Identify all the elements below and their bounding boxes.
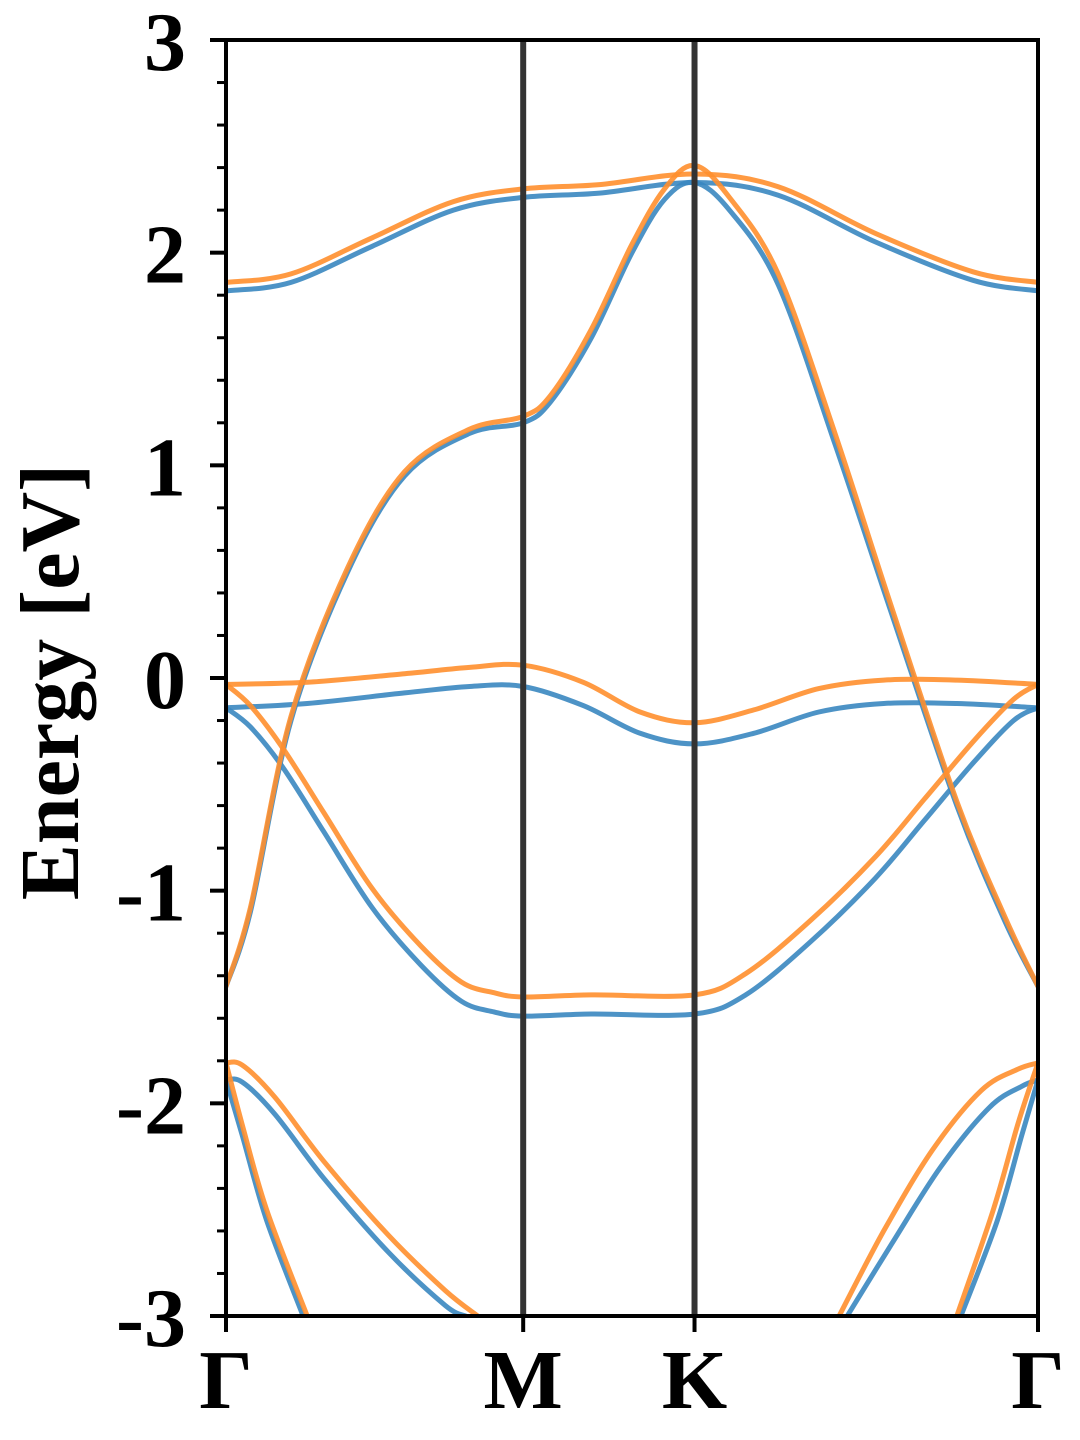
band-line-b <box>226 162 1038 989</box>
band-line-a <box>226 179 1038 989</box>
x-ticks <box>224 1316 1040 1332</box>
y-major-ticks <box>210 38 226 1318</box>
band-line-b <box>226 1059 481 1316</box>
band-line-b <box>954 1060 1038 1316</box>
y-tick-label: 1 <box>144 421 186 514</box>
x-tick-label: Γ <box>1011 1334 1064 1427</box>
y-tick-label: 2 <box>144 209 186 302</box>
band-line-a <box>226 682 1038 747</box>
high-symmetry-dividers <box>520 40 698 1316</box>
band-line-a <box>226 1077 306 1316</box>
band-line-a <box>844 1077 1038 1316</box>
y-axis-label: Energy [eV] <box>4 464 97 900</box>
x-tick-label: M <box>484 1334 563 1427</box>
x-tick-label: Γ <box>199 1334 252 1427</box>
band-line-a <box>226 1076 468 1316</box>
band-line-a <box>958 1077 1038 1316</box>
band-line-b <box>226 1060 310 1316</box>
band-line-a <box>226 179 1038 294</box>
y-tick-labels: -3 -2 -1 0 1 2 3 <box>116 0 186 1365</box>
band-line-b <box>836 1060 1038 1316</box>
y-tick-label: -2 <box>116 1059 186 1152</box>
band-line-a <box>226 705 1038 1019</box>
y-tick-label: 3 <box>144 0 186 89</box>
plot-frame <box>224 38 1040 1318</box>
band-line-b <box>226 661 1038 726</box>
band-line-b <box>226 681 1038 1000</box>
y-tick-label: -3 <box>116 1272 186 1365</box>
y-tick-label: 0 <box>144 634 186 727</box>
y-tick-label: -1 <box>116 847 186 940</box>
band-line-b <box>226 171 1038 285</box>
x-tick-label: K <box>662 1334 727 1427</box>
band-lines <box>226 162 1038 1316</box>
